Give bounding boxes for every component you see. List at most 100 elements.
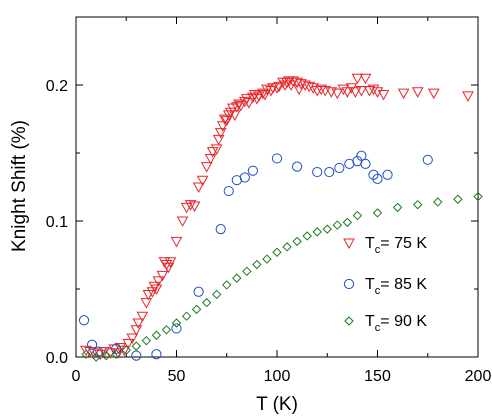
data-point <box>341 87 354 98</box>
data-point <box>93 346 104 357</box>
data-point <box>355 85 368 97</box>
data-point <box>86 339 98 350</box>
data-point <box>303 81 316 93</box>
data-point <box>211 289 222 300</box>
data-point <box>171 318 182 328</box>
data-point <box>164 257 177 268</box>
data-point <box>136 311 149 323</box>
data-point <box>121 345 131 355</box>
data-point <box>140 298 153 309</box>
data-point <box>161 325 172 335</box>
data-point <box>412 199 423 210</box>
series-2 <box>81 191 483 362</box>
data-point <box>331 88 344 100</box>
data-point <box>118 345 131 357</box>
data-point <box>372 208 383 218</box>
data-point <box>337 84 350 96</box>
data-point <box>281 77 293 89</box>
y-axis-label: Knight Shift (%) <box>9 120 30 252</box>
data-point <box>232 99 245 111</box>
data-point <box>262 254 272 264</box>
data-point <box>126 333 139 344</box>
data-point <box>151 349 162 360</box>
data-point <box>232 273 242 283</box>
data-point <box>322 224 332 234</box>
data-point <box>184 200 197 211</box>
data-point <box>332 220 343 230</box>
data-point <box>299 80 311 92</box>
data-point <box>210 144 223 155</box>
data-point <box>271 153 283 164</box>
data-point <box>78 315 90 326</box>
data-point <box>228 110 241 121</box>
data-point <box>80 345 92 357</box>
data-point <box>215 224 226 235</box>
data-point <box>192 182 205 194</box>
data-point <box>302 231 312 241</box>
data-point <box>377 90 390 101</box>
data-point <box>243 98 255 109</box>
data-point <box>218 114 231 126</box>
data-point <box>342 217 353 228</box>
data-point <box>312 227 322 237</box>
x-axis-label: T (K) <box>256 394 298 415</box>
data-point <box>372 173 383 184</box>
data-point <box>150 284 163 296</box>
x-tick-label: 200 <box>465 368 492 385</box>
data-point <box>291 77 303 89</box>
data-point <box>261 84 273 96</box>
data-point <box>397 88 410 100</box>
data-point <box>91 352 101 362</box>
data-point <box>273 81 285 93</box>
data-point <box>214 128 227 139</box>
data-point <box>382 169 393 180</box>
data-point <box>271 83 283 94</box>
data-point <box>111 343 122 354</box>
data-point <box>141 335 152 346</box>
data-point <box>111 349 121 359</box>
data-point <box>422 154 433 165</box>
data-point <box>312 166 323 178</box>
data-point <box>292 161 303 172</box>
plot-border <box>75 16 479 358</box>
series-0 <box>80 73 474 361</box>
data-point <box>130 325 143 336</box>
data-point <box>356 150 367 161</box>
legend-entry: Tc= 85 K <box>365 276 427 297</box>
data-point <box>239 172 250 183</box>
data-point <box>287 76 299 87</box>
data-point <box>295 79 307 90</box>
data-point <box>453 194 463 204</box>
x-tick-label: 50 <box>168 368 186 385</box>
data-point <box>156 270 169 282</box>
data-point <box>427 88 440 100</box>
data-point <box>433 197 443 207</box>
data-point <box>200 162 213 173</box>
data-point <box>122 338 135 350</box>
data-point <box>101 350 111 361</box>
data-point <box>196 175 209 187</box>
legend: Tc= 75 K Tc= 85 K Tc= 90 K <box>343 235 427 334</box>
y-tick-label: 0.0 <box>46 350 68 367</box>
data-point <box>324 166 335 178</box>
data-point <box>473 191 483 202</box>
data-point <box>292 236 302 247</box>
legend-marker <box>344 316 354 326</box>
data-point <box>131 350 142 361</box>
data-point <box>176 216 189 228</box>
data-point <box>392 202 403 213</box>
plot-frame <box>75 16 479 358</box>
y-tick-label: 0.1 <box>46 214 68 231</box>
legend-entry: Tc= 75 K <box>365 235 427 256</box>
axis-ticks <box>75 17 479 358</box>
legend-marker <box>343 238 355 250</box>
data-point <box>462 91 474 102</box>
data-point <box>411 87 424 98</box>
data-point <box>191 304 202 315</box>
data-point <box>188 201 201 213</box>
data-point <box>114 342 127 354</box>
data-point <box>242 266 252 277</box>
data-point <box>272 247 282 257</box>
x-tick-label: 0 <box>72 368 81 385</box>
